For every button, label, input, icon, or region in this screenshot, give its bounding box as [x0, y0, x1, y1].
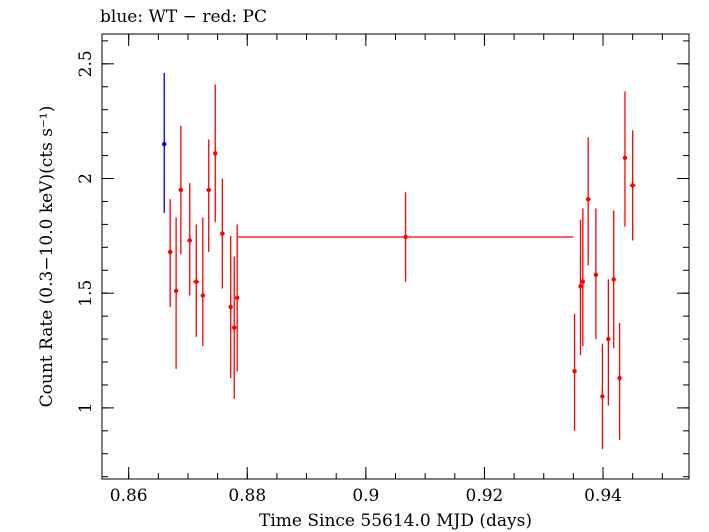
chart-title: blue: WT − red: PC: [100, 7, 267, 27]
y-tick-label: 2: [76, 173, 96, 184]
point-marker: [586, 196, 591, 202]
tick-labels: 0.86 0.88 0.9 0.92 0.94 1 1.5 2 2.5: [76, 50, 622, 506]
point-marker: [178, 187, 184, 193]
series-wt: [162, 72, 167, 213]
point-marker: [578, 284, 583, 289]
data-point: [178, 125, 184, 255]
x-tick-label: 0.9: [352, 486, 379, 506]
point-marker: [194, 279, 199, 284]
axis-ticks: [102, 34, 689, 479]
point-marker: [617, 375, 622, 381]
x-axis-label: Time Since 55614.0 MJD (days): [259, 511, 532, 531]
data-point: [234, 224, 240, 372]
point-marker: [600, 394, 605, 399]
data-point: [167, 199, 173, 307]
point-marker: [611, 277, 616, 282]
data-point: [606, 279, 611, 406]
y-tick-label: 2.5: [76, 50, 96, 77]
data-point: [228, 235, 233, 379]
point-marker: [593, 272, 599, 278]
series-pc: [167, 84, 636, 450]
data-point: [162, 72, 167, 213]
point-marker: [187, 238, 192, 243]
x-tick-label: 0.88: [228, 486, 266, 506]
data-point: [219, 178, 225, 289]
data-point: [173, 217, 179, 369]
point-marker: [228, 304, 233, 310]
point-marker: [173, 288, 179, 294]
data-point: [622, 91, 628, 227]
data-point: [232, 256, 237, 399]
data-point: [213, 84, 218, 223]
data-series: [162, 72, 636, 450]
point-marker: [403, 234, 408, 240]
data-point: [187, 183, 193, 296]
data-point: [200, 217, 205, 346]
data-point: [237, 192, 574, 282]
data-point: [600, 343, 605, 450]
data-point: [193, 224, 200, 337]
point-marker: [220, 231, 225, 236]
data-point: [578, 219, 583, 356]
data-point: [593, 208, 599, 340]
data-point: [580, 208, 586, 346]
point-marker: [167, 249, 173, 255]
y-tick-label: 1.5: [76, 280, 96, 307]
y-axis-label: Count Rate (0.3−10.0 keV)(cts s⁻¹): [37, 106, 57, 408]
point-marker: [580, 279, 586, 284]
x-tick-label: 0.92: [466, 486, 504, 506]
point-marker: [572, 368, 577, 374]
x-tick-label: 0.86: [110, 486, 148, 506]
data-point: [206, 139, 212, 252]
y-tick-label: 1: [76, 402, 96, 413]
data-point: [617, 323, 622, 441]
data-point: [572, 313, 577, 431]
point-marker: [206, 187, 211, 193]
point-marker: [606, 336, 611, 342]
data-point: [629, 130, 636, 241]
point-marker: [622, 155, 628, 161]
data-point: [611, 210, 616, 349]
point-marker: [232, 325, 237, 330]
data-point: [585, 137, 591, 266]
x-tick-label: 0.94: [584, 486, 622, 506]
point-marker: [213, 151, 218, 156]
point-marker: [200, 293, 205, 298]
point-marker: [630, 183, 635, 188]
point-marker: [234, 295, 240, 300]
point-marker: [162, 141, 167, 147]
